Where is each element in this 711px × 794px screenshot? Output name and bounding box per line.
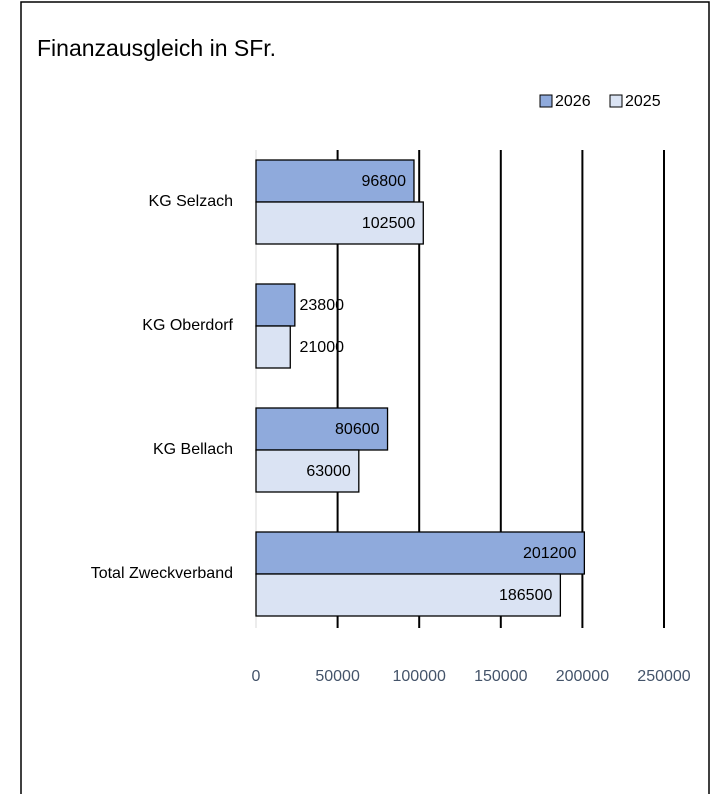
legend-swatch (539, 94, 553, 108)
data-label: 63000 (306, 463, 351, 480)
chart-frame (20, 1, 710, 794)
data-label: 102500 (362, 215, 415, 232)
chart-title: Finanzausgleich in SFr. (37, 35, 276, 61)
y-tick-label: KG Oberdorf (142, 317, 233, 334)
bar (255, 531, 586, 575)
x-tick-label: 200000 (556, 668, 609, 685)
bar (255, 201, 424, 245)
y-tick-label: KG Bellach (153, 441, 233, 458)
data-label: 80600 (335, 421, 380, 438)
y-tick-label: Total Zweckverband (91, 565, 233, 582)
data-label: 96800 (361, 173, 406, 190)
x-tick-label: 250000 (637, 668, 690, 685)
legend-swatch (609, 94, 623, 108)
x-tick-label: 100000 (393, 668, 446, 685)
y-tick-label: KG Selzach (149, 193, 233, 210)
data-label: 201200 (523, 545, 576, 562)
bar (255, 325, 291, 369)
x-tick-label: 50000 (315, 668, 360, 685)
legend-label: 2025 (625, 93, 661, 110)
bar (255, 573, 562, 617)
bar (255, 449, 360, 493)
data-label: 186500 (499, 587, 552, 604)
x-tick-label: 0 (252, 668, 261, 685)
legend-label: 2026 (555, 93, 591, 110)
data-label: 23800 (300, 297, 345, 314)
x-tick-label: 150000 (474, 668, 527, 685)
bar (255, 159, 415, 203)
data-label: 21000 (300, 339, 345, 356)
bar (255, 283, 296, 327)
